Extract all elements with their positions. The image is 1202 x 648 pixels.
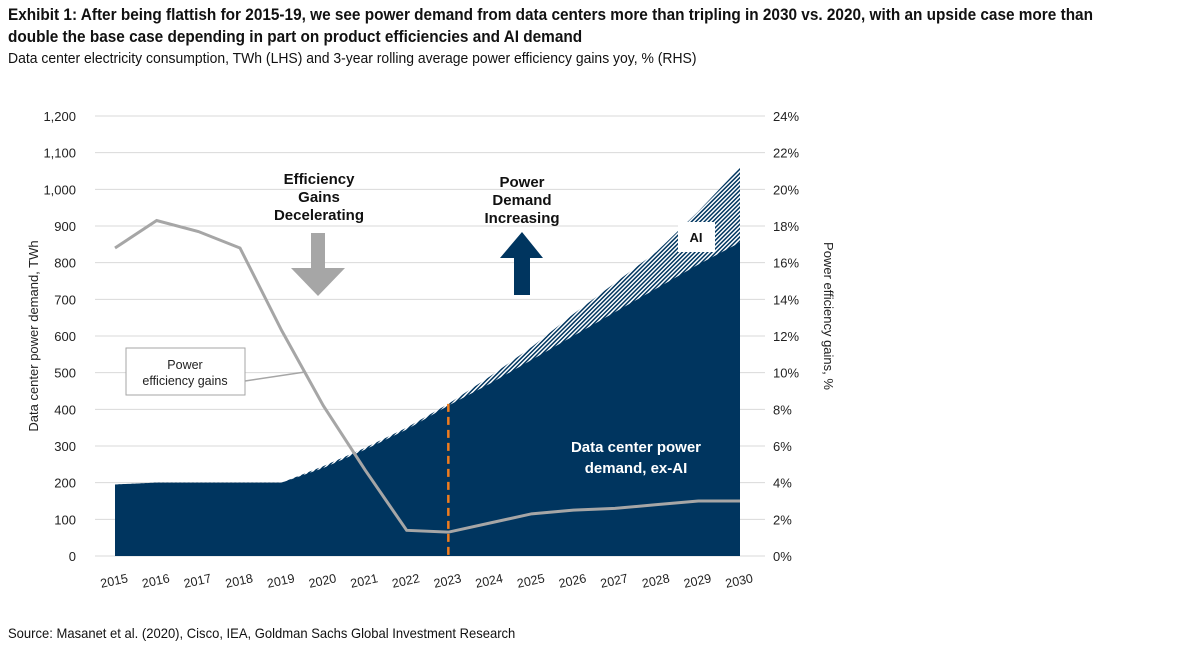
x-tick-label: 2018: [224, 571, 254, 590]
x-tick-label: 2025: [516, 571, 546, 590]
efficiency-annotation: Efficiency Gains DeceleratingEfficiency Ga…: [274, 171, 364, 224]
y-tick-label: 1,200: [43, 109, 76, 124]
y2-tick-label: 6%: [773, 439, 792, 454]
y-tick-label: 1,100: [43, 146, 76, 161]
y-tick-label: 900: [54, 219, 76, 234]
callout-leader: [244, 371, 306, 382]
x-tick-label: 2015: [99, 571, 129, 590]
up-arrow-icon: [500, 232, 543, 295]
source-note: Source: Masanet et al. (2020), Cisco, IE…: [8, 625, 516, 641]
x-tick-label: 2016: [141, 571, 171, 590]
y-axis-label: Data center power demand, TWh: [26, 240, 41, 431]
efficiency-line-label: Power: [167, 358, 202, 372]
y2-tick-label: 4%: [773, 476, 792, 491]
ex-ai-area: [115, 242, 740, 556]
y2-axis-label: Power efficiency gains, %: [821, 242, 836, 390]
y2-tick-label: 10%: [773, 366, 799, 381]
ai-label-box: [678, 222, 715, 252]
x-tick-label: 2020: [307, 571, 337, 590]
x-tick-label: 2027: [599, 571, 629, 590]
y2-tick-label: 22%: [773, 146, 799, 161]
x-tick-label: 2022: [391, 571, 421, 590]
y2-tick-label: 0%: [773, 549, 792, 564]
y2-tick-label: 16%: [773, 256, 799, 271]
y2-tick-label: 2%: [773, 512, 792, 527]
x-tick-label: 2028: [641, 571, 671, 590]
efficiency-line-label: efficiency gains: [142, 374, 227, 388]
demand-annotation: Power Demand IncreasingPower Demand Increa…: [484, 174, 559, 227]
y-tick-label: 0: [69, 549, 76, 564]
efficiency-line: [114, 218, 740, 534]
y-tick-label: 400: [54, 402, 76, 417]
y-tick-label: 1,000: [43, 182, 76, 197]
x-tick-label: 2023: [432, 571, 462, 590]
x-tick-label: 2029: [682, 571, 712, 590]
y2-tick-label: 20%: [773, 182, 799, 197]
chart-title: Exhibit 1: After being flattish for 2015…: [8, 6, 1093, 46]
x-tick-label: 2019: [266, 571, 296, 590]
y2-tick-label: 12%: [773, 329, 799, 344]
y-tick-label: 100: [54, 512, 76, 527]
y2-tick-label: 18%: [773, 219, 799, 234]
ai-label: AI: [690, 230, 703, 245]
y2-tick-label: 14%: [773, 292, 799, 307]
x-tick-label: 2026: [557, 571, 587, 590]
x-tick-label: 2030: [724, 571, 754, 590]
down-arrow-icon: [291, 233, 345, 296]
chart-subtitle: Data center electricity consumption, TWh…: [8, 50, 697, 67]
y2-tick-label: 24%: [773, 109, 799, 124]
y2-tick-label: 8%: [773, 402, 792, 417]
y-tick-label: 300: [54, 439, 76, 454]
x-tick-label: 2021: [349, 571, 379, 590]
y-tick-label: 500: [54, 366, 76, 381]
x-tick-label: 2017: [182, 571, 212, 590]
callout-box: [125, 347, 246, 396]
y-tick-label: 600: [54, 329, 76, 344]
x-tick-label: 2024: [474, 571, 504, 590]
y-tick-label: 700: [54, 292, 76, 307]
y-tick-label: 800: [54, 256, 76, 271]
y-tick-label: 200: [54, 476, 76, 491]
